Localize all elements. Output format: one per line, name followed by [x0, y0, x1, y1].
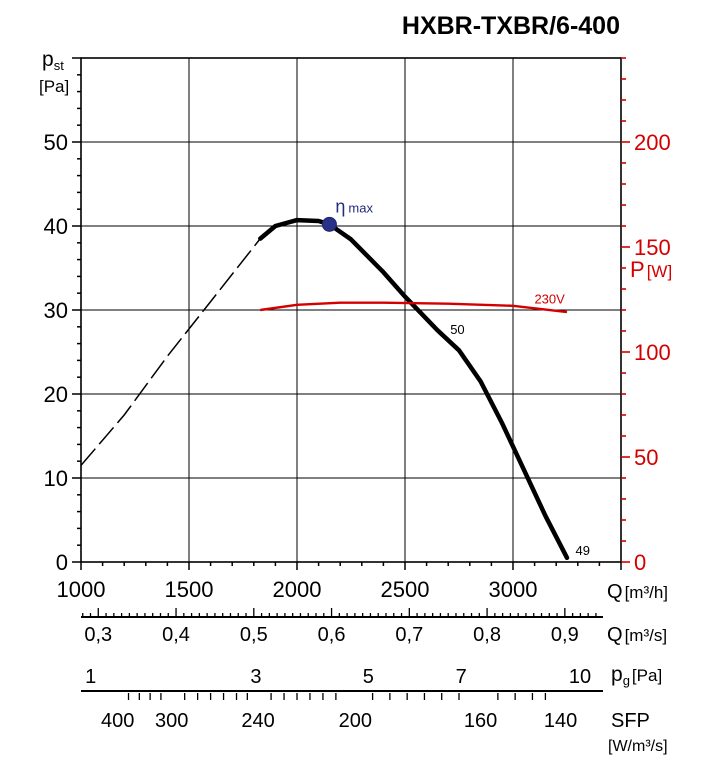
curve-label-230v: 230V	[534, 292, 565, 307]
right-axis-tick-label: 50	[634, 445, 658, 470]
axis-pg-tick-label: 3	[250, 666, 261, 688]
axis-pg-tick-label: 5	[363, 666, 374, 688]
x-axis-tick-label: 3000	[489, 577, 538, 602]
axis-m3s-tick-label: 0,5	[240, 624, 268, 646]
pressure-curve	[258, 217, 570, 561]
left-axis-tick-label: 10	[44, 466, 68, 491]
right-axis-tick-label: 100	[634, 340, 671, 365]
axis-m3s-tick-label: 0,7	[395, 624, 423, 646]
eta-max-marker	[321, 216, 337, 232]
right-axis-tick-label: 0	[634, 550, 646, 575]
x-axis-label-pg: pg [Pa]	[611, 663, 662, 688]
eta-max-label: η max	[335, 196, 373, 216]
axis-sfp-tick-label: 240	[241, 710, 274, 732]
power-curve-230v	[260, 301, 568, 314]
right-axis-tick-label: 150	[634, 235, 671, 260]
left-axis-tick-label: 0	[56, 550, 68, 575]
x-axis-tick-label: 2000	[273, 577, 322, 602]
axis-m3s-tick-label: 0,9	[551, 624, 579, 646]
axis-m3s-tick-label: 0,8	[473, 624, 501, 646]
pressure-curve-dashed	[80, 238, 261, 466]
left-axis-label: pst	[42, 48, 64, 73]
axis-sfp-tick-label: 400	[101, 710, 134, 732]
chart-title: HXBR-TXBR/6-400	[402, 12, 620, 40]
axis-pg-tick-label: 7	[456, 666, 467, 688]
axis-sfp-tick-label: 300	[155, 710, 188, 732]
x-axis-label-sfp: SFP	[611, 710, 650, 732]
axis-m3s-tick-label: 0,3	[84, 624, 112, 646]
curve-label-50: 50	[450, 322, 464, 337]
x-axis-tick-label: 1500	[165, 577, 214, 602]
x-axis-label-m3h: Q [m³/h]	[607, 581, 668, 603]
axis-pg-tick-label: 1	[85, 666, 96, 688]
left-axis-tick-label: 20	[44, 382, 68, 407]
axis-pg-tick-label: 10	[569, 666, 591, 688]
axis-sfp-tick-label: 140	[544, 710, 577, 732]
left-axis-tick-label: 40	[44, 214, 68, 239]
left-axis-tick-label: 30	[44, 298, 68, 323]
right-axis-tick-label: 200	[634, 130, 671, 155]
axis-sfp-tick-label: 160	[464, 710, 497, 732]
right-axis-label: P [W]	[630, 257, 672, 282]
axis-m3s-tick-label: 0,6	[318, 624, 346, 646]
x-axis-tick-label: 1000	[57, 577, 106, 602]
x-axis-label-m3s: Q [m³/s]	[607, 624, 667, 646]
x-axis-unit-sfp: [W/m³/s]	[608, 738, 668, 755]
curve-label-49: 49	[575, 543, 589, 558]
left-axis-tick-label: 50	[44, 130, 68, 155]
x-axis-tick-label: 2500	[381, 577, 430, 602]
axis-m3s-tick-label: 0,4	[162, 624, 190, 646]
left-axis-unit: [Pa]	[39, 77, 69, 96]
axis-sfp-tick-label: 200	[339, 710, 372, 732]
